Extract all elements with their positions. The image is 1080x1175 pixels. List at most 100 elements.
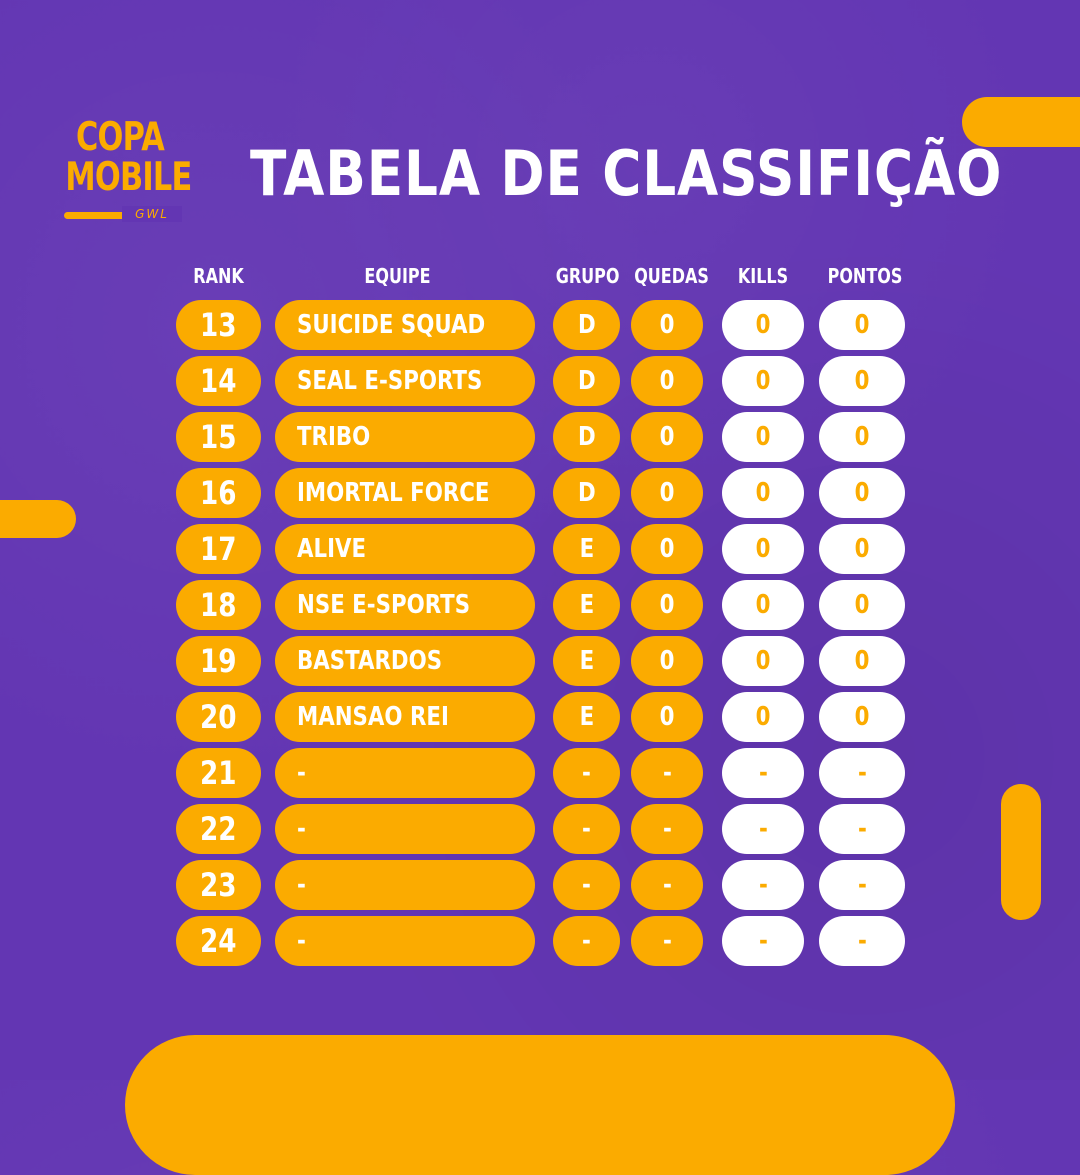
group-cell-text: -: [582, 870, 591, 900]
kills-cell-text: 0: [755, 422, 771, 452]
kills-cell-text: 0: [755, 590, 771, 620]
team-cell: -: [275, 860, 535, 910]
points-cell: -: [819, 860, 905, 910]
kills-cell: -: [722, 748, 804, 798]
rank-cell-text: 17: [200, 530, 237, 568]
falls-cell-text: 0: [659, 702, 675, 732]
group-cell-text: E: [579, 534, 594, 564]
group-cell: -: [553, 748, 620, 798]
falls-cell: 0: [631, 636, 703, 686]
rank-cell: 22: [176, 804, 261, 854]
rank-cell: 15: [176, 412, 261, 462]
points-cell: 0: [819, 524, 905, 574]
header-rank: RANK: [193, 264, 244, 288]
group-cell-text: E: [579, 646, 594, 676]
points-cell-text: 0: [854, 590, 870, 620]
falls-cell-text: 0: [659, 366, 675, 396]
kills-cell-text: -: [758, 870, 768, 900]
team-cell-text: -: [297, 814, 306, 844]
kills-cell: 0: [722, 412, 804, 462]
team-cell: -: [275, 804, 535, 854]
kills-cell-text: 0: [755, 478, 771, 508]
group-cell: D: [553, 356, 620, 406]
kills-cell-text: -: [758, 758, 768, 788]
kills-cell-text: -: [758, 926, 768, 956]
group-cell-text: D: [577, 422, 596, 452]
falls-cell-text: -: [662, 870, 672, 900]
team-cell-text: IMORTAL FORCE: [297, 478, 490, 508]
group-cell-text: D: [577, 478, 596, 508]
falls-cell: 0: [631, 692, 703, 742]
group-cell-text: E: [579, 590, 594, 620]
falls-cell: -: [631, 804, 703, 854]
rank-cell: 21: [176, 748, 261, 798]
team-cell: TRIBO: [275, 412, 535, 462]
falls-cell-text: -: [662, 758, 672, 788]
group-cell-text: -: [582, 926, 591, 956]
logo-underline: [64, 212, 164, 219]
points-cell-text: -: [857, 870, 867, 900]
header-points: PONTOS: [827, 264, 903, 288]
rank-cell-text: 16: [200, 474, 237, 512]
rank-cell-text: 13: [200, 306, 237, 344]
table-row: 22 - - - - -: [0, 804, 1080, 854]
team-cell-text: SEAL E-SPORTS: [297, 366, 483, 396]
team-cell-text: TRIBO: [297, 422, 371, 452]
team-cell: -: [275, 748, 535, 798]
rank-cell-text: 15: [200, 418, 237, 456]
group-cell-text: D: [577, 366, 596, 396]
decorative-pill-right: [1001, 784, 1041, 920]
group-cell: D: [553, 468, 620, 518]
group-cell-text: D: [577, 310, 596, 340]
group-cell: -: [553, 916, 620, 966]
falls-cell-text: -: [662, 926, 672, 956]
table-row: 17 ALIVE E 0 0 0: [0, 524, 1080, 574]
team-cell-text: ALIVE: [297, 534, 367, 564]
page-title: TABELA DE CLASSIFIÇÃO: [250, 137, 1003, 210]
rank-cell: 18: [176, 580, 261, 630]
group-cell: -: [553, 804, 620, 854]
decorative-footer-shape: [125, 1035, 955, 1175]
kills-cell: -: [722, 916, 804, 966]
team-cell: SEAL E-SPORTS: [275, 356, 535, 406]
kills-cell-text: 0: [755, 366, 771, 396]
points-cell-text: -: [857, 758, 867, 788]
team-cell-text: -: [297, 926, 306, 956]
group-cell-text: -: [582, 758, 591, 788]
rank-cell-text: 21: [200, 754, 237, 792]
group-cell: -: [553, 860, 620, 910]
rank-cell-text: 19: [200, 642, 237, 680]
kills-cell-text: 0: [755, 702, 771, 732]
points-cell-text: 0: [854, 310, 870, 340]
points-cell: 0: [819, 636, 905, 686]
kills-cell: -: [722, 860, 804, 910]
team-cell: IMORTAL FORCE: [275, 468, 535, 518]
points-cell: 0: [819, 468, 905, 518]
falls-cell: -: [631, 748, 703, 798]
rank-cell: 20: [176, 692, 261, 742]
falls-cell-text: 0: [659, 646, 675, 676]
kills-cell: 0: [722, 524, 804, 574]
rank-cell: 23: [176, 860, 261, 910]
group-cell: E: [553, 580, 620, 630]
rank-cell: 16: [176, 468, 261, 518]
kills-cell: 0: [722, 580, 804, 630]
falls-cell-text: -: [662, 814, 672, 844]
kills-cell: 0: [722, 692, 804, 742]
points-cell-text: 0: [854, 534, 870, 564]
kills-cell-text: 0: [755, 646, 771, 676]
team-cell: -: [275, 916, 535, 966]
table-row: 15 TRIBO D 0 0 0: [0, 412, 1080, 462]
group-cell: E: [553, 692, 620, 742]
copa-mobile-logo: COPA MOBILE GWL: [50, 118, 192, 228]
points-cell-text: 0: [854, 366, 870, 396]
falls-cell: 0: [631, 412, 703, 462]
kills-cell: -: [722, 804, 804, 854]
logo-gwl-mark: GWL: [122, 206, 182, 222]
rank-cell: 19: [176, 636, 261, 686]
team-cell: NSE E-SPORTS: [275, 580, 535, 630]
header-kills: KILLS: [737, 264, 789, 288]
falls-cell-text: 0: [659, 310, 675, 340]
header-group: GRUPO: [555, 264, 620, 288]
rank-cell-text: 23: [200, 866, 237, 904]
